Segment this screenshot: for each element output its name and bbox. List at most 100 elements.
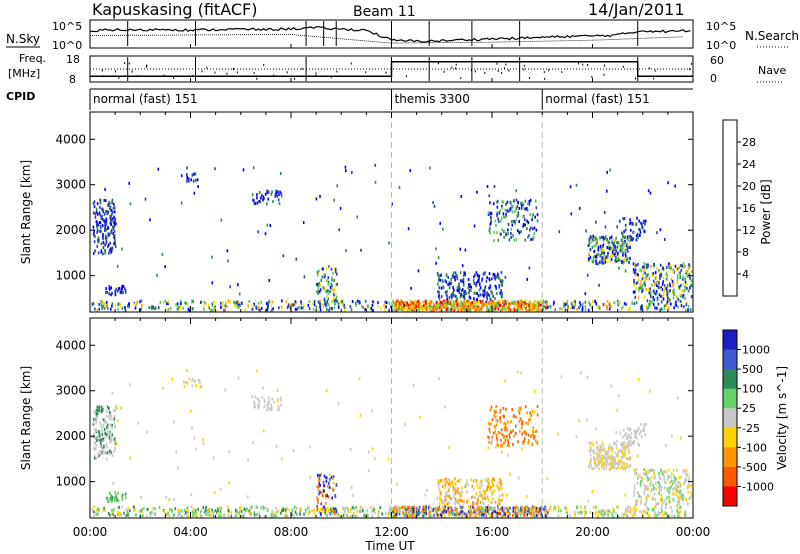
range-cell: [618, 266, 620, 270]
range-cell: [597, 459, 600, 463]
range-cell: [507, 420, 509, 424]
range-cell: [510, 206, 512, 210]
nave-dot: [437, 62, 439, 65]
range-cell: [104, 243, 106, 247]
range-cell: [630, 228, 632, 232]
range-cell: [448, 446, 450, 450]
range-cell: [646, 499, 648, 502]
range-cell: [504, 514, 507, 517]
range-cell: [592, 443, 594, 447]
range-cell: [615, 249, 618, 253]
range-cell: [623, 258, 625, 261]
range-cell: [220, 514, 222, 518]
range-cell: [324, 302, 326, 306]
range-cell: [479, 482, 481, 486]
range-cell: [675, 485, 678, 489]
range-cell: [99, 421, 101, 425]
range-cell: [407, 507, 410, 511]
range-cell: [240, 509, 243, 513]
range-cell: [528, 439, 530, 442]
range-cell: [478, 302, 481, 306]
range-cell: [678, 476, 680, 480]
range-cell: [478, 277, 480, 281]
range-cell: [640, 269, 643, 273]
range-cell: [128, 514, 130, 518]
range-cell: [651, 300, 654, 304]
range-cell: [140, 509, 142, 513]
range-cell: [501, 509, 504, 512]
range-cell: [481, 511, 483, 515]
range-cell: [567, 304, 569, 308]
range-cell: [472, 479, 475, 483]
range-cell: [497, 512, 500, 516]
range-cell: [604, 451, 607, 455]
range-cell: [467, 308, 469, 312]
range-cell: [604, 236, 606, 240]
colorbar-swatch: [723, 466, 737, 487]
range-cell: [647, 487, 649, 491]
range-cell: [669, 289, 671, 293]
range-cell: [325, 304, 327, 308]
range-cell: [605, 255, 608, 259]
range-cell: [614, 451, 617, 455]
range-cell: [397, 505, 399, 509]
range-cell: [660, 286, 662, 290]
range-cell: [307, 506, 309, 510]
range-cell: [440, 304, 442, 308]
range-cell: [93, 205, 96, 209]
range-cell: [93, 231, 95, 235]
range-cell: [628, 465, 630, 469]
range-cell: [276, 388, 279, 392]
range-cell: [604, 225, 607, 229]
range-cell: [317, 300, 320, 304]
range-cell: [609, 302, 611, 306]
range-cell: [109, 202, 111, 206]
range-cell: [156, 273, 158, 277]
range-cell: [439, 308, 441, 312]
range-cell: [284, 508, 287, 512]
range-cell: [223, 514, 226, 518]
range-cell: [121, 493, 124, 497]
range-cell: [207, 507, 209, 511]
range-cell: [659, 477, 662, 481]
range-cell: [624, 252, 627, 256]
range-cell: [658, 269, 660, 273]
range-cell: [323, 474, 326, 478]
range-cell: [509, 302, 512, 306]
range-cell: [470, 306, 473, 310]
range-cell: [633, 512, 635, 516]
range-cell: [654, 498, 657, 502]
range-cell: [653, 486, 655, 490]
range-cell: [428, 508, 430, 512]
ytick-label: 4000: [55, 132, 86, 146]
range-cell: [587, 257, 590, 261]
range-cell: [282, 254, 285, 258]
range-cell: [188, 179, 190, 183]
range-cell: [466, 299, 468, 303]
range-cell: [112, 210, 114, 214]
range-cell: [469, 511, 471, 515]
range-cell: [678, 503, 681, 507]
range-cell: [528, 200, 531, 204]
range-cell: [463, 291, 465, 295]
range-cell: [621, 462, 624, 466]
range-cell: [267, 190, 270, 194]
range-cell: [628, 449, 630, 452]
range-cell: [629, 428, 632, 431]
range-cell: [110, 439, 113, 443]
range-cell: [291, 513, 293, 517]
range-cell: [510, 204, 513, 208]
range-cell: [662, 266, 664, 270]
nave-dot: [163, 74, 165, 77]
range-cell: [325, 506, 328, 510]
range-cell: [449, 307, 451, 311]
range-cell: [525, 421, 527, 425]
range-cell: [293, 514, 296, 518]
range-cell: [366, 305, 369, 309]
range-cell: [527, 509, 530, 512]
range-cell: [682, 283, 685, 287]
range-cell: [499, 408, 502, 412]
range-cell: [179, 304, 182, 308]
range-cell: [652, 497, 655, 501]
range-cell: [273, 400, 275, 404]
